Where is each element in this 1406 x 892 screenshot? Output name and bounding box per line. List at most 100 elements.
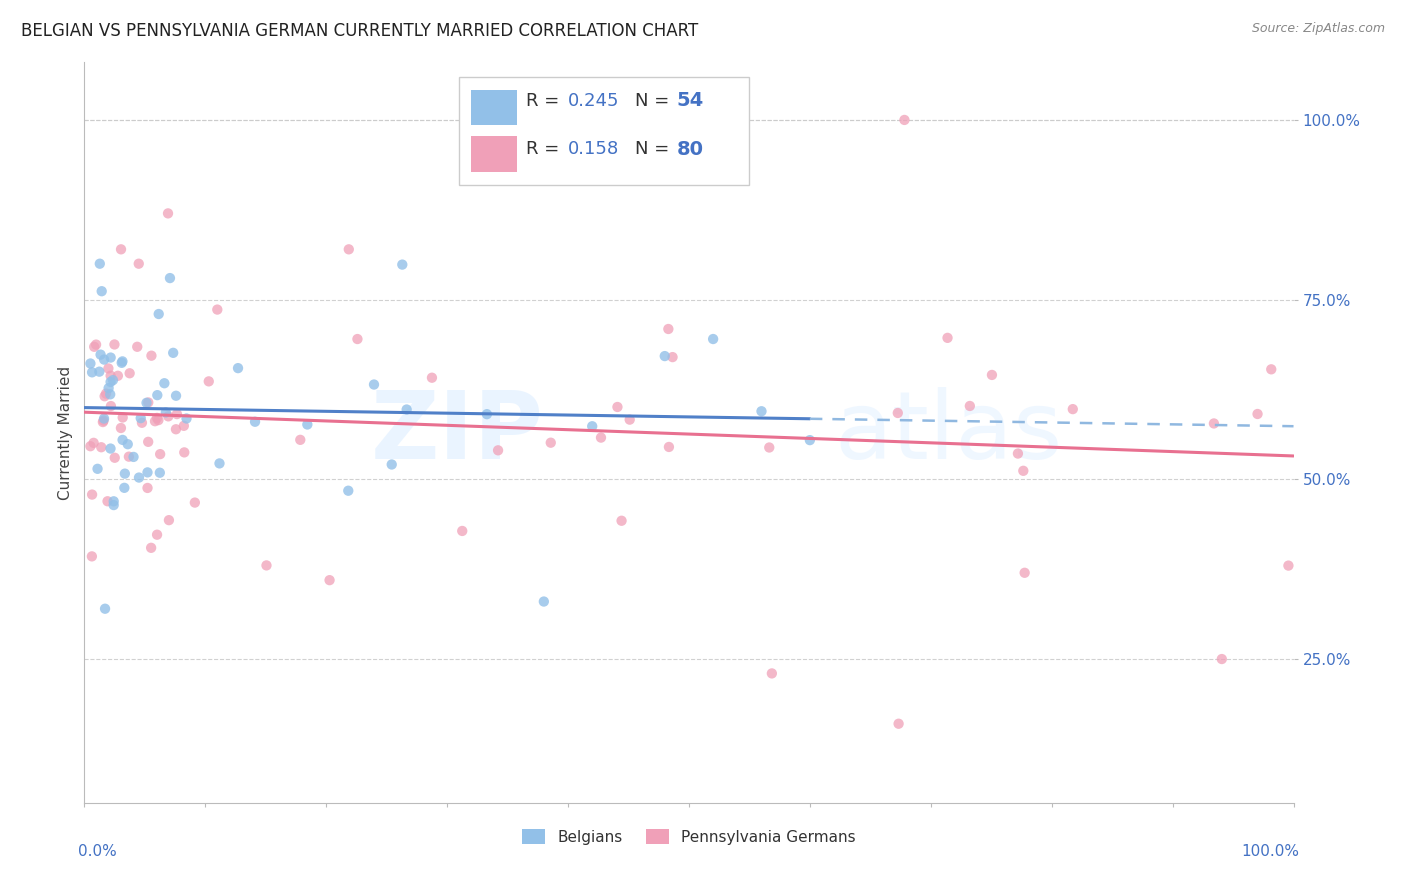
Point <box>758 441 780 455</box>
Point <box>79 357 101 371</box>
Point <box>111 356 134 370</box>
Point <box>100 442 122 456</box>
Point <box>93 414 115 428</box>
Point <box>451 524 474 538</box>
Point <box>110 243 132 257</box>
Point <box>131 416 153 430</box>
Point <box>1014 566 1036 580</box>
Point <box>702 332 724 346</box>
Text: BELGIAN VS PENNSYLVANIA GERMAN CURRENTLY MARRIED CORRELATION CHART: BELGIAN VS PENNSYLVANIA GERMAN CURRENTLY… <box>21 22 699 40</box>
Point <box>93 411 115 425</box>
Point <box>176 411 198 425</box>
Point <box>118 450 141 464</box>
Point <box>936 331 959 345</box>
Point <box>153 376 176 391</box>
Point <box>589 431 612 445</box>
Point <box>128 257 150 271</box>
Point <box>184 495 207 509</box>
FancyBboxPatch shape <box>460 78 749 185</box>
Point <box>80 365 103 379</box>
Point <box>79 439 101 453</box>
Point <box>148 307 170 321</box>
Point <box>363 377 385 392</box>
Point <box>391 258 413 272</box>
Point <box>97 361 120 376</box>
Point <box>103 337 125 351</box>
Point <box>533 594 555 608</box>
Point <box>114 467 136 481</box>
Point <box>89 365 111 379</box>
Point <box>83 435 105 450</box>
Point <box>135 396 157 410</box>
Point <box>381 458 404 472</box>
Point <box>297 417 319 432</box>
Point <box>1007 446 1029 460</box>
Point <box>136 481 159 495</box>
Point <box>100 368 122 383</box>
Text: N =: N = <box>634 92 675 110</box>
Point <box>111 410 134 425</box>
Text: atlas: atlas <box>834 386 1063 479</box>
Text: 54: 54 <box>676 92 704 111</box>
Point <box>1277 558 1299 573</box>
Point <box>887 406 910 420</box>
Point <box>619 412 641 426</box>
Point <box>197 375 219 389</box>
Point <box>1260 362 1282 376</box>
Point <box>94 386 117 401</box>
Text: N =: N = <box>634 140 675 158</box>
Text: 0.245: 0.245 <box>568 92 620 110</box>
Point <box>157 409 180 424</box>
Point <box>166 407 188 421</box>
Point <box>111 433 134 447</box>
Point <box>80 549 103 564</box>
Point <box>581 419 603 434</box>
Point <box>658 440 681 454</box>
Point <box>136 434 159 449</box>
Point <box>91 415 114 429</box>
Point <box>657 322 679 336</box>
Point <box>90 284 112 298</box>
Point <box>761 666 783 681</box>
Point <box>207 302 229 317</box>
Point <box>887 716 910 731</box>
Bar <box>471 136 517 172</box>
Point <box>693 128 716 142</box>
Point <box>395 402 418 417</box>
Point <box>1246 407 1268 421</box>
Legend: Belgians, Pennsylvania Germans: Belgians, Pennsylvania Germans <box>516 822 862 851</box>
Point <box>606 400 628 414</box>
Point <box>165 422 187 436</box>
Text: R =: R = <box>526 92 565 110</box>
Point <box>90 348 112 362</box>
Point <box>661 350 683 364</box>
Point <box>1062 402 1084 417</box>
Point <box>337 243 360 257</box>
Point <box>486 443 509 458</box>
Point <box>89 257 111 271</box>
Point <box>226 361 249 376</box>
Point <box>981 368 1004 382</box>
Point <box>129 411 152 425</box>
Point <box>103 498 125 512</box>
Point <box>959 399 981 413</box>
Point <box>83 340 105 354</box>
Point <box>751 404 773 418</box>
Point <box>146 527 169 541</box>
Point <box>117 437 139 451</box>
Point <box>127 340 149 354</box>
Point <box>337 483 360 498</box>
Point <box>149 466 172 480</box>
Point <box>111 354 134 368</box>
Point <box>128 470 150 484</box>
Point <box>86 462 108 476</box>
Point <box>96 494 118 508</box>
Point <box>256 558 278 573</box>
Point <box>143 414 166 428</box>
Point <box>893 112 915 127</box>
Point <box>94 601 117 615</box>
Text: ZIP: ZIP <box>371 386 544 479</box>
Text: 100.0%: 100.0% <box>1241 844 1299 858</box>
Point <box>118 366 141 380</box>
Point <box>1012 464 1035 478</box>
